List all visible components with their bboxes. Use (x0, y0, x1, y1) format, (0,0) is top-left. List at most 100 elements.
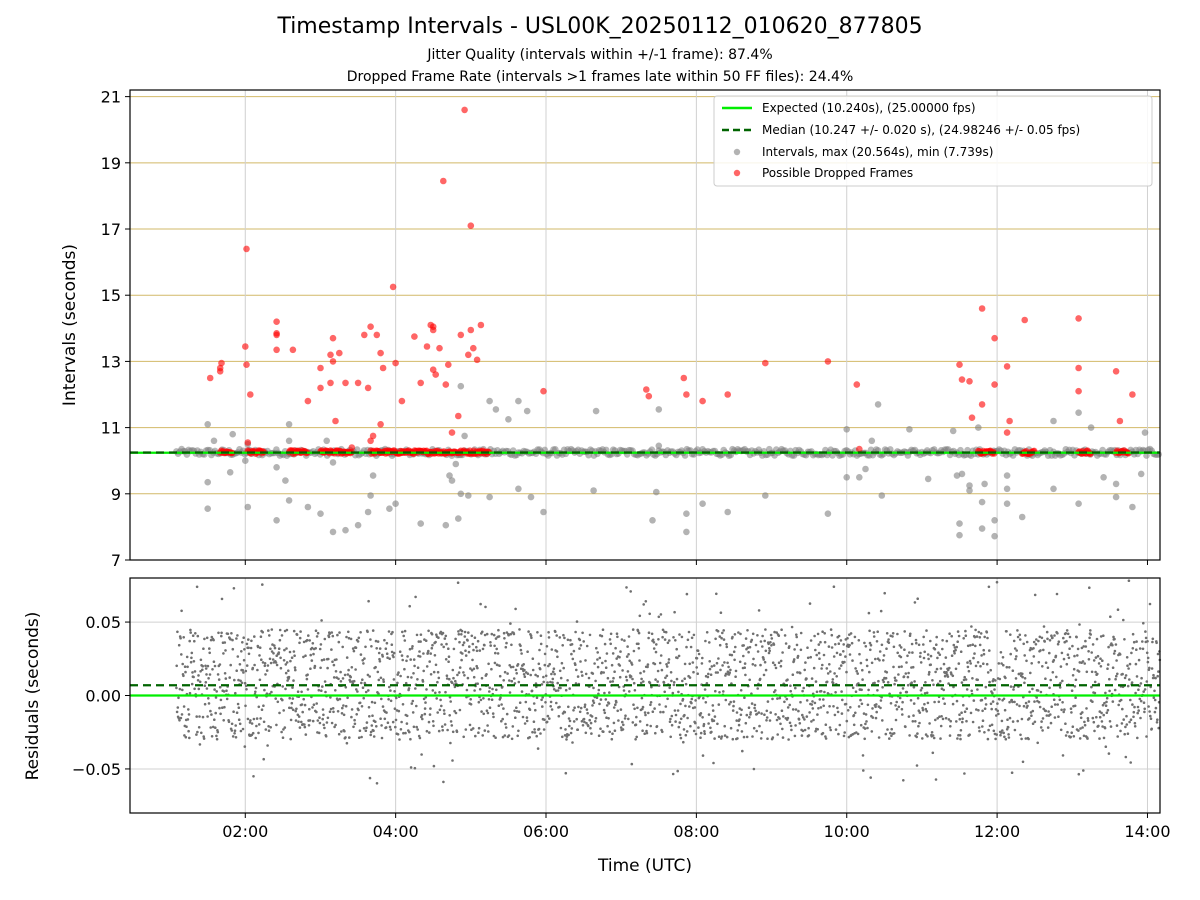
residual-point (1099, 657, 1102, 660)
residual-point (570, 727, 574, 730)
residual-point (808, 602, 812, 605)
residual-point (925, 691, 929, 695)
residual-point (955, 645, 958, 649)
residual-point (293, 654, 296, 657)
residual-point (291, 686, 294, 689)
residual-point (1142, 701, 1146, 704)
residual-point (222, 652, 225, 655)
residual-point (1139, 682, 1143, 685)
residual-point (582, 717, 586, 721)
residual-point (848, 653, 852, 656)
residual-point (356, 690, 359, 693)
residual-point (305, 677, 309, 681)
residual-point (1063, 708, 1066, 711)
dropped-frame-point (336, 349, 343, 357)
residual-point (369, 733, 373, 737)
residual-point (1044, 661, 1048, 664)
residual-point (867, 611, 871, 615)
residual-point (654, 678, 657, 681)
residual-point (1129, 718, 1133, 721)
residual-point (438, 708, 442, 712)
residual-point (254, 736, 257, 740)
residual-point (443, 723, 447, 726)
residual-point (523, 668, 526, 672)
residual-point (1015, 649, 1018, 652)
residual-point (862, 712, 866, 715)
residual-point (1148, 666, 1151, 670)
residual-point (234, 736, 238, 739)
residual-point (324, 690, 327, 694)
residual-point (266, 664, 270, 667)
residual-point (864, 722, 867, 726)
residual-point (476, 639, 480, 643)
residual-point (479, 602, 482, 606)
residual-point (1108, 689, 1111, 693)
residual-point (606, 724, 609, 728)
dropped-frame-point (1112, 368, 1120, 375)
residual-point (978, 643, 982, 647)
residual-point (374, 665, 377, 669)
residual-point (193, 639, 196, 643)
residual-point (994, 679, 997, 682)
residual-point (416, 666, 420, 669)
residual-point (1077, 772, 1081, 776)
residual-point (188, 691, 192, 695)
residual-point (505, 712, 509, 716)
residual-point (651, 710, 655, 713)
x-tick-label: 12:00 (974, 822, 1020, 841)
residual-point (765, 719, 768, 722)
residual-point (1093, 691, 1097, 695)
residual-point (177, 716, 181, 720)
residual-point (175, 686, 178, 690)
residual-point (603, 642, 607, 646)
residual-point (382, 680, 386, 683)
residual-point (316, 631, 320, 635)
residual-point (411, 699, 415, 703)
residual-point (183, 665, 187, 668)
residual-point (458, 708, 462, 712)
residual-point (353, 718, 356, 722)
residual-point (926, 653, 930, 656)
residual-point (345, 656, 349, 659)
residual-point (768, 719, 772, 722)
residual-point (502, 707, 505, 710)
residual-point (266, 744, 269, 747)
residual-point (386, 721, 390, 724)
residual-point (274, 697, 278, 700)
residual-point (947, 718, 951, 721)
residual-point (270, 690, 273, 694)
residual-point (901, 687, 905, 690)
residual-point (757, 711, 761, 714)
residual-point (655, 643, 658, 646)
dropped-frame-point (440, 177, 447, 185)
residual-point (508, 664, 512, 667)
residual-point (318, 647, 322, 651)
residual-point (509, 622, 512, 625)
residual-point (1037, 661, 1041, 664)
residual-point (774, 666, 778, 670)
residual-point (751, 735, 754, 738)
residual-point (739, 632, 742, 636)
residual-point (233, 678, 236, 682)
residual-point (1131, 703, 1134, 706)
residual-point (715, 661, 719, 665)
residual-point (668, 720, 672, 723)
residual-point (444, 634, 448, 638)
residual-point (393, 690, 396, 693)
residual-point (398, 738, 401, 741)
residual-point (221, 706, 224, 709)
residual-point (739, 713, 743, 717)
residual-point (550, 672, 553, 676)
residual-point (339, 680, 343, 683)
residual-point (528, 736, 531, 739)
residual-point (536, 674, 539, 678)
residual-point (193, 670, 197, 673)
residual-point (207, 677, 210, 680)
residual-point (615, 657, 618, 660)
residual-point (202, 735, 205, 738)
residual-point (180, 713, 184, 716)
residual-point (828, 663, 831, 666)
residual-point (977, 726, 981, 729)
residual-point (725, 735, 729, 739)
residual-point (612, 676, 615, 680)
